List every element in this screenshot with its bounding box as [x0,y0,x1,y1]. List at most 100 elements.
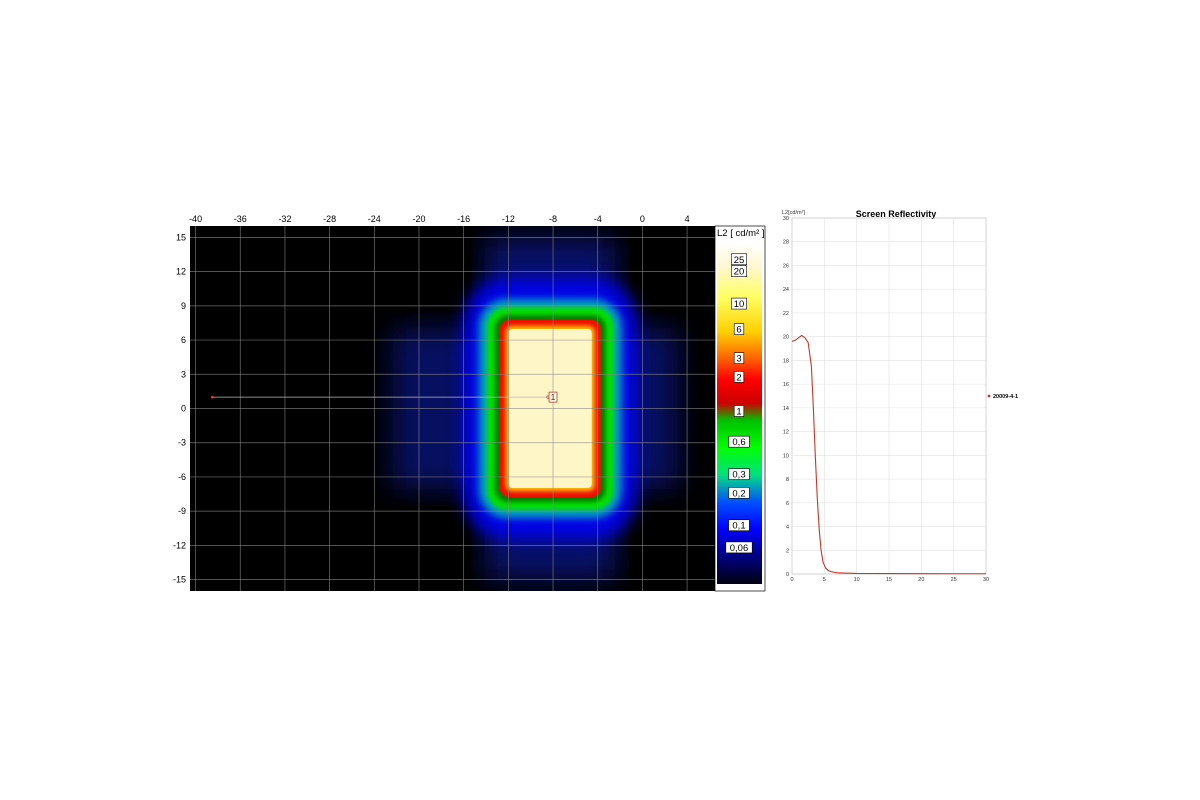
heatmap-y-tick-label: -15 [173,575,186,585]
colorbar-level-box [731,265,747,277]
profile-y-tick-label: 0 [786,572,789,578]
legend-entry: 20009-4-1 [993,394,1018,400]
colorbar-level-label: 0,2 [732,488,745,499]
colorbar-level-box [731,253,747,266]
colorbar-level-box [725,541,753,554]
profile-y-tick-label: 14 [783,406,789,412]
heatmap-y-tick-label: 3 [181,369,186,379]
profile-y-tick-label: 10 [783,453,789,459]
heatmap-y-tick-label: 0 [181,404,186,414]
colorbar-level-label: 3 [736,354,741,365]
heatmap-y-tick-label: 15 [176,232,186,242]
colorbar-level-label: 0,1 [732,521,745,532]
colorbar-level: 0,06 [725,541,753,554]
heatmap-gridlines [190,226,715,591]
legend-marker [987,394,991,398]
colorbar-level: 0,6 [728,435,750,448]
colorbar-level: 10 [731,297,747,310]
colorbar-title: L2 [ cd/m² ] [717,228,765,239]
profile-x-tick-label: 10 [854,577,860,583]
colorbar-level-label: 25 [734,255,745,266]
profile-x-tick-label: 30 [983,577,989,583]
colorbar-level-box [733,371,745,383]
heatmap-x-tick-label: -28 [323,214,336,224]
profile-gridlines [791,217,987,575]
colorbar-level: 20 [731,265,747,278]
heatmap-marker-label: 1 [551,393,556,402]
colorbar-level-box [733,405,745,417]
colorbar-level-label: 2 [736,372,741,383]
profile-series-line [791,334,986,575]
colorbar-level: 0,1 [728,519,750,532]
profile-y-tick-label: 8 [786,477,789,483]
profile-y-tick-label: 6 [786,501,789,507]
profile-y-tick-label: 12 [783,430,789,436]
profile-x-tick-label: 15 [886,577,892,583]
colorbar-level-label: 0,6 [732,437,745,448]
profile-y-tick-label: 16 [783,382,789,388]
colorbar-level-label: 0,3 [732,470,745,481]
heatmap-x-tick-label: -36 [234,214,247,224]
colorbar-level: 1 [733,405,745,418]
heatmap-x-tick-label: -40 [189,214,202,224]
profile-x-ticks: 0 5 10 15 20 25 30 [790,577,989,583]
profile-y-tick-label: 2 [786,548,789,554]
colorbar-level-box [733,323,745,335]
heatmap-y-tick-label: 12 [176,267,186,277]
heatmap-x-tick-label: 4 [685,214,690,224]
heatmap-x-ticks: -40 -36 -32 -28 -24 -20 -16 -12 -8 -4 0 4 [189,214,690,224]
heatmap-y-ticks: 15 12 9 6 3 0 -3 -6 -9 -12 -15 [173,232,186,584]
heatmap-profile-overlay: 1 [211,391,558,403]
profile-x-tick-label: 25 [951,577,957,583]
heatmap-y-tick-label: -9 [178,506,186,516]
heatmap-x-tick-label: -12 [502,214,515,224]
colorbar-level: 3 [733,352,745,365]
colorbar-level: 0,3 [728,468,750,481]
heatmap-y-tick-label: -12 [173,540,186,550]
colorbar-level: 2 [733,371,745,383]
heatmap-x-tick-label: -4 [594,214,602,224]
profile-y-tick-label: 24 [783,287,789,293]
heatmap-x-tick-label: -16 [457,214,470,224]
colorbar-level: 6 [733,323,745,336]
heatmap-y-tick-label: 6 [181,335,186,345]
profile-y-tick-label: 18 [783,358,789,364]
profile-y-axis-label: L2[cd/m²] [782,210,805,216]
profile-y-tick-label: 28 [783,240,789,246]
heatmap-x-tick-label: -8 [549,214,557,224]
profile-y-tick-label: 30 [783,216,789,222]
colorbar-level-label: 6 [736,325,741,336]
colorbar-level: 0,2 [728,487,750,499]
heatmap-y-tick-label: -6 [178,472,186,482]
colorbar-level-box [728,468,750,480]
heatmap-x-tick-label: -32 [278,214,291,224]
profile-x-tick-label: 20 [918,577,924,583]
profile-y-tick-label: 26 [783,263,789,269]
heatmap-marker-box[interactable] [548,391,558,403]
colorbar-level-label: 1 [736,407,741,418]
heatmap-y-tick-label: 9 [181,301,186,311]
profile-series [791,334,986,575]
heatmap-y-tick-label: -3 [178,438,186,448]
colorbar-level-label: 10 [734,299,745,310]
colorbar-level-box [733,352,745,364]
colorbar-level: 25 [731,253,747,266]
profile-y-tick-label: 22 [783,311,789,317]
colorbar-level-box [731,297,747,310]
profile-legend: 20009-4-1 [987,394,1018,400]
profile-y-tick-label: 20 [783,335,789,341]
colorbar-level-label: 20 [734,267,745,278]
colorbar-level-box [728,435,750,448]
heatmap-x-tick-label: -20 [412,214,425,224]
heatmap-x-tick-label: -24 [368,214,381,224]
colorbar-level-box [728,487,750,499]
heatmap-x-tick-label: 0 [640,214,645,224]
profile-y-tick-label: 4 [786,525,789,531]
profile-x-tick-label: 5 [823,577,826,583]
luminance-heatmap-chart: -40 -36 -32 -28 -24 -20 -16 -12 -8 -4 0 4 15129630-… [173,214,766,592]
heatmap-profile-start-point [211,395,214,399]
profile-chart-title: Screen Reflectivity [856,209,937,219]
